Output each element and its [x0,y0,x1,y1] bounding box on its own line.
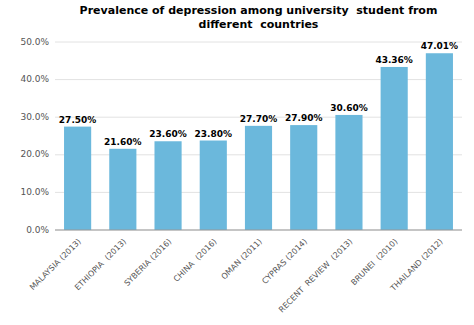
y-tick-label: 30.0% [20,112,49,122]
y-tick-label: 40.0% [20,74,49,84]
x-tick-label: THAILAND (2012) [388,237,445,294]
y-tick-label: 20.0% [20,149,49,159]
grid-line [55,42,462,43]
y-tick-label: 0.0% [26,225,49,235]
bar [335,115,362,230]
bar [290,125,317,230]
bar [154,141,181,230]
data-label: 47.01% [421,41,459,51]
bar [64,127,91,230]
x-tick-label: BRUNEI (2010) [349,237,399,287]
bars [64,53,453,230]
bar [426,53,453,230]
bar [381,67,408,230]
x-tick-label: SYBERIA (2016) [122,237,173,288]
bar [200,141,227,230]
bar [109,149,136,230]
data-label: 23.80% [195,129,233,139]
x-tick-label: OMAN (2011) [219,237,263,281]
grid-line [55,230,462,231]
title: Prevalence of depression among universit… [80,4,438,31]
data-label: 27.50% [59,115,97,125]
x-tick-label: ETHIOPIA (2013) [73,237,128,292]
y-tick-label: 10.0% [20,187,49,197]
x-tick-label: RECENT REVIEW (2013) [277,237,354,314]
x-axis-line [55,230,462,231]
data-label: 23.60% [149,129,187,139]
data-label: 27.70% [240,114,278,124]
data-label: 43.36% [375,55,413,65]
y-tick-label: 50.0% [20,37,49,47]
data-label: 27.90% [285,113,323,123]
chart: 0.0% 10.0% 20.0% 30.0% 40.0% 50.0% 27.50% 21.60… [0,0,474,325]
data-label: 21.60% [104,137,142,147]
x-tick-label: CHINA (2016) [172,237,219,284]
x-tick-label: CYPRAS (2014) [260,237,309,286]
grid [55,42,462,230]
bar [245,126,272,230]
title-line: Prevalence of depression among universit… [80,4,438,17]
title-line: different countries [199,18,319,31]
data-label: 30.60% [330,103,368,113]
